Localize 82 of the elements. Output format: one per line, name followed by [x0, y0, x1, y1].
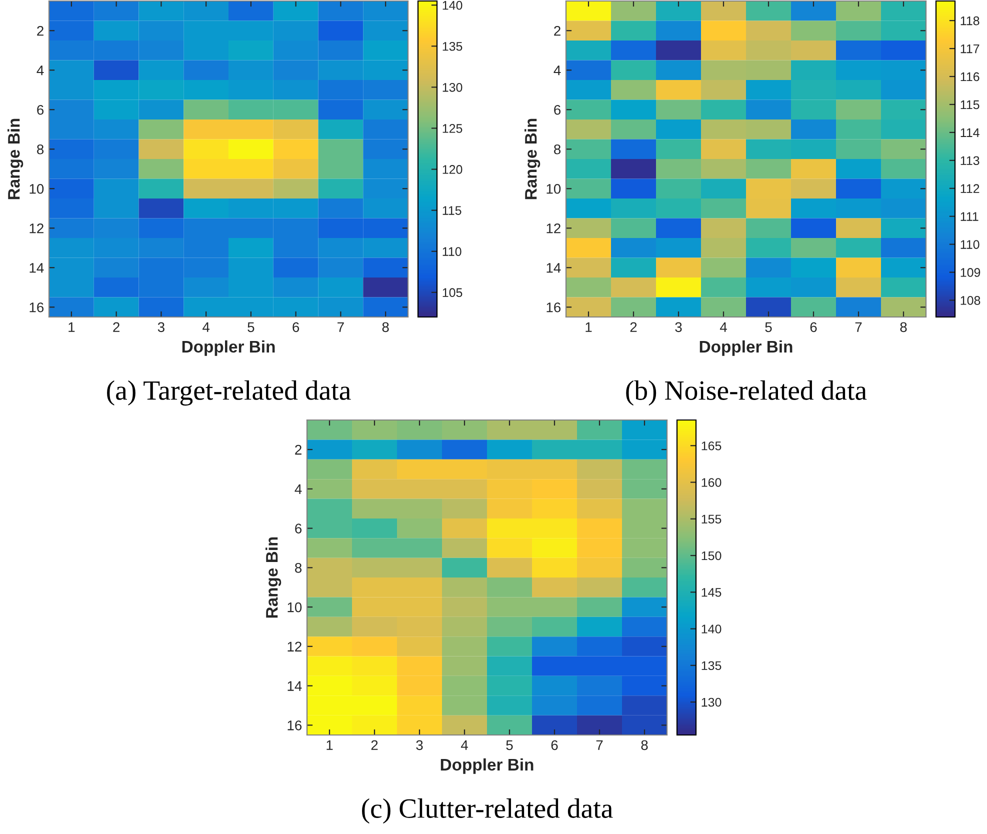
color-bar-label: 115: [442, 206, 462, 215]
color-bar-label: 116: [960, 72, 980, 82]
color-bar-label: 135: [702, 661, 722, 670]
x-axis-title: Doppler Bin: [182, 340, 275, 356]
x-tick-label: 2: [371, 740, 378, 750]
x-tick-label: 8: [641, 740, 648, 750]
color-bar-label: 105: [442, 288, 462, 298]
x-tick-label: 3: [675, 322, 682, 332]
y-tick-label: 8: [295, 562, 302, 573]
text: (a) Target-related data: [107, 380, 351, 406]
color-bar-label: 130: [442, 82, 462, 92]
y-tick-label: 10: [30, 184, 44, 194]
y-tick-label: 4: [554, 66, 561, 76]
color-bar-label: 113: [960, 156, 980, 166]
y-tick-label: 10: [288, 602, 302, 612]
y-tick-label: 12: [288, 642, 302, 652]
color-bar-label: 118: [960, 16, 980, 26]
x-tick-label: 3: [158, 322, 164, 332]
y-tick-label: 14: [288, 681, 302, 691]
color-bar-label: 130: [702, 698, 722, 707]
color-bar-label: 145: [702, 588, 722, 597]
x-tick-label: 1: [68, 322, 75, 332]
color-bar-label: 109: [960, 268, 980, 277]
color-bar-label: 120: [442, 165, 462, 174]
text: (c) Clutter-related data: [362, 798, 613, 824]
y-tick-label: 6: [295, 524, 302, 534]
color-bar-label: 114: [960, 128, 980, 137]
x-tick-label: 8: [900, 322, 907, 332]
color-bar-label: 125: [442, 124, 462, 133]
y-axis-title: Range Bin: [266, 537, 282, 618]
y-axis-title: Range Bin: [8, 118, 24, 200]
x-tick-label: 6: [810, 322, 817, 332]
y-tick-label: 16: [288, 720, 302, 730]
color-bar-label: 115: [960, 100, 980, 110]
y-tick-label: 2: [295, 444, 302, 455]
color-bar-label: 155: [702, 514, 722, 524]
y-tick-label: 8: [554, 144, 561, 154]
y-tick-label: 16: [546, 302, 561, 312]
y-tick-label: 12: [30, 223, 44, 234]
y-axis-title: Range Bin: [524, 118, 540, 200]
color-bar-label: 160: [702, 478, 722, 487]
x-tick-label: 7: [855, 322, 862, 332]
color-bar-label: 165: [702, 441, 722, 450]
color-bar-label: 117: [960, 44, 980, 54]
x-tick-label: 5: [248, 322, 254, 332]
color-bar-label: 140: [442, 0, 462, 10]
x-tick-label: 7: [338, 322, 344, 332]
x-axis-title: Doppler Bin: [700, 340, 792, 356]
x-tick-label: 5: [506, 740, 513, 750]
x-tick-label: 1: [586, 322, 592, 332]
color-bar-label: 111: [960, 212, 978, 221]
x-tick-label: 4: [202, 322, 210, 332]
y-tick-label: 8: [37, 144, 44, 154]
y-tick-label: 2: [37, 26, 44, 36]
y-tick-label: 6: [37, 104, 44, 115]
color-bar-label: 140: [702, 624, 722, 634]
y-tick-label: 4: [36, 66, 44, 76]
x-tick-label: 4: [460, 740, 468, 750]
x-tick-label: 5: [765, 322, 772, 332]
x-tick-label: 1: [326, 740, 333, 750]
y-tick-label: 16: [30, 302, 44, 312]
x-tick-label: 4: [720, 322, 727, 332]
color-bar-label: 150: [702, 551, 722, 560]
x-tick-label: 2: [113, 322, 120, 332]
x-tick-label: 3: [416, 740, 423, 750]
y-tick-label: 14: [546, 263, 561, 273]
x-tick-label: 8: [382, 322, 389, 332]
color-bar-label: 110: [960, 240, 980, 249]
y-tick-label: 4: [294, 484, 302, 494]
y-tick-label: 12: [546, 223, 560, 234]
color-bar-label: 110: [442, 247, 462, 256]
x-tick-label: 7: [596, 740, 603, 750]
color-bar-label: 108: [960, 296, 980, 305]
y-tick-label: 2: [554, 26, 560, 36]
x-axis-title: Doppler Bin: [440, 758, 534, 774]
color-bar-label: 112: [960, 184, 980, 193]
y-tick-label: 14: [30, 263, 44, 273]
x-tick-label: 2: [630, 322, 637, 332]
y-tick-label: 10: [546, 184, 561, 194]
color-bar-label: 135: [442, 42, 462, 51]
y-tick-label: 6: [554, 104, 561, 115]
text: (b) Noise-related data: [626, 380, 867, 406]
